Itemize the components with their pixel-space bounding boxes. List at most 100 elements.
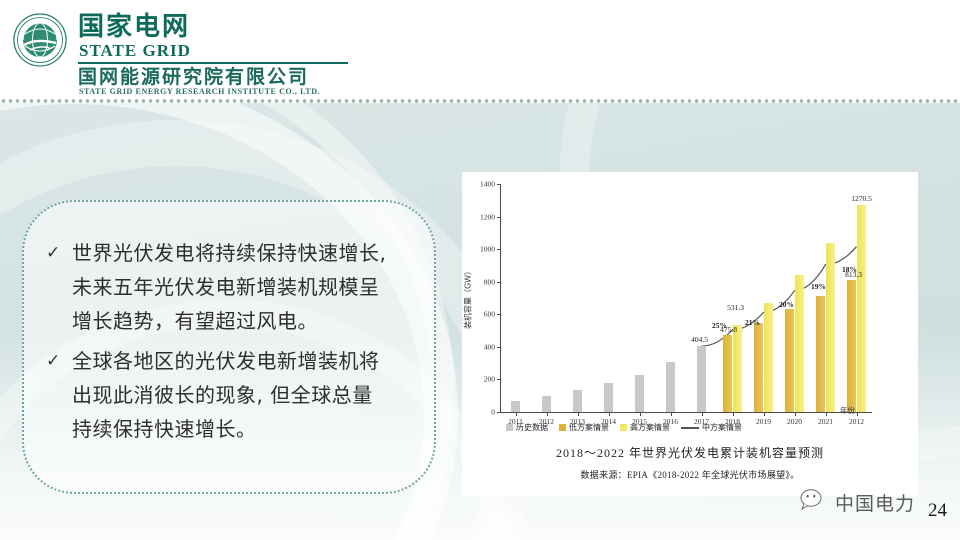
bullet-text: 全球各地区的光伏发电新增装机将 出现此消彼长的现象, 但全球总量 持续保持快速增… [72, 344, 380, 446]
chart-bar [666, 362, 675, 412]
legend-swatch-icon [506, 424, 513, 431]
legend-label: 低方案情景 [569, 423, 609, 432]
x-axis-tick-label: 2018 [725, 417, 740, 426]
y-axis-tick-label: 800 [483, 277, 495, 287]
chart-bar [754, 323, 763, 412]
x-axis-tick-label: 2017 [694, 417, 709, 426]
chart-legend: 历史数据 低方案情景 高方案情景 中方案情景 [506, 422, 876, 433]
bullet-line: 增长趋势，有望超过风电。 [72, 309, 318, 333]
x-axis-tick-label: 2012 [849, 417, 864, 426]
x-axis-tick [515, 412, 517, 416]
y-axis-tick [497, 184, 501, 185]
header-dotted-divider [0, 99, 960, 103]
organization-name-cn: 国网能源研究院有限公司 [78, 66, 310, 88]
bar-value-label: 531.3 [727, 303, 744, 313]
y-axis-tick-label: 200 [483, 374, 495, 384]
list-item: ✓ 全球各地区的光伏发电新增装机将 出现此消彼长的现象, 但全球总量 持续保持快… [46, 344, 438, 446]
watermark: 中国电力 [800, 488, 915, 517]
chart-bar [733, 325, 742, 412]
x-axis-tick-label: 2014 [601, 417, 616, 426]
header-background [0, 0, 960, 103]
y-axis-tick-label: 0 [491, 407, 495, 417]
growth-rate-label: 18% [842, 265, 857, 275]
check-icon: ✓ [46, 351, 61, 370]
y-axis-tick-label: 1400 [480, 179, 495, 189]
bullet-line: 出现此消彼长的现象, 但全球总量 [72, 383, 373, 407]
legend-item-medium-scenario: 中方案情景 [681, 422, 742, 433]
legend-item-high-scenario: 高方案情景 [620, 422, 670, 433]
x-axis-tick [546, 412, 548, 416]
chart-bar [847, 279, 856, 412]
bullet-text: 世界光伏发电将持续保持快速增长, 未来五年光伏发电新增装机规模呈 增长趋势，有望… [72, 236, 386, 338]
bullet-line: 持续保持快速增长。 [72, 417, 257, 441]
brand-name-en: STATE GRID [79, 41, 191, 60]
x-axis-tick [701, 412, 703, 416]
chart-bar [816, 296, 825, 412]
x-axis-tick-label: 2016 [663, 417, 678, 426]
y-axis [500, 184, 501, 412]
chart-panel: 装机容量（GW） 0 200 400 600 800 1000 1200 1400 2011 20… [462, 172, 918, 496]
y-axis-tick [497, 314, 501, 316]
x-axis-tick-label: 2013 [570, 417, 585, 426]
header-rule [78, 62, 348, 64]
chart-bar [764, 302, 773, 412]
x-axis [500, 412, 872, 413]
x-axis-tick-label: 2012 [539, 417, 554, 426]
brand-name-cn: 国家电网 [78, 12, 191, 42]
legend-label: 高方案情景 [630, 423, 670, 432]
chart-bar [785, 309, 794, 412]
x-axis-tick [856, 412, 858, 416]
y-axis-tick [497, 216, 501, 218]
bar-value-label: 475.8 [720, 324, 737, 334]
legend-swatch-icon [620, 424, 627, 431]
y-axis-tick [497, 412, 501, 413]
y-axis-tick-label: 600 [483, 309, 495, 319]
state-grid-globe-logo-icon [12, 12, 68, 68]
x-axis-tick [639, 412, 641, 416]
legend-label: 中方案情景 [702, 423, 742, 432]
watermark-text: 中国电力 [835, 493, 916, 515]
y-axis-title: 装机容量（GW） [463, 266, 473, 330]
chart-bar [826, 243, 835, 412]
page-number: 24 [928, 500, 947, 521]
legend-swatch-icon [559, 424, 566, 431]
x-axis-tick [670, 412, 672, 416]
legend-item-low-scenario: 低方案情景 [559, 422, 609, 433]
bullet-list: ✓ 世界光伏发电将持续保持快速增长, 未来五年光伏发电新增装机规模呈 增长趋势，… [46, 236, 438, 452]
x-axis-tick-label: 2015 [632, 417, 647, 426]
x-axis-tick [763, 412, 765, 416]
x-axis-tick [825, 412, 827, 416]
chart-source: 数据来源：EPIA《2018-2022 年全球光伏市场展望》。 [580, 470, 800, 480]
bullet-line: 未来五年光伏发电新增装机规模呈 [72, 275, 380, 299]
slide-header: 国家电网 STATE GRID 国网能源研究院有限公司 STATE GRID E… [0, 0, 960, 103]
bullet-card [22, 200, 436, 494]
x-axis-tick [608, 412, 610, 416]
growth-rate-label: 21% [745, 318, 760, 328]
chart-bar [635, 375, 644, 412]
bar-value-label: 404.5 [691, 335, 708, 345]
y-axis-tick-label: 1000 [480, 244, 495, 254]
chart-bar [723, 334, 732, 412]
y-axis-tick [497, 346, 501, 348]
chart-bar [697, 346, 706, 412]
x-axis-title: 年份 [840, 406, 855, 415]
x-axis-tick [732, 412, 734, 416]
chart-bar [542, 395, 551, 412]
growth-rate-label: 20% [779, 299, 794, 309]
bar-value-label: 1270.5 [851, 194, 872, 204]
y-axis-tick [497, 249, 501, 251]
legend-label: 历史数据 [516, 423, 548, 432]
chart-title: 2018～2022 年世界光伏发电累计装机容量预测 [555, 446, 824, 460]
growth-rate-label: 25% [712, 320, 727, 330]
check-icon: ✓ [46, 243, 61, 262]
x-axis-tick-label: 2019 [756, 417, 771, 426]
legend-item-historical: 历史数据 [506, 422, 548, 433]
y-axis-tick-label: 1200 [480, 212, 495, 222]
y-axis-tick [497, 379, 501, 381]
x-axis-tick [794, 412, 796, 416]
chart-plot-area: 装机容量（GW） 0 200 400 600 800 1000 1200 1400 2011 20… [464, 180, 872, 426]
x-axis-tick-label: 2011 [508, 417, 523, 426]
wechat-icon [800, 488, 830, 517]
y-axis-tick-label: 400 [483, 342, 495, 352]
x-axis-tick-label: 2021 [818, 417, 833, 426]
